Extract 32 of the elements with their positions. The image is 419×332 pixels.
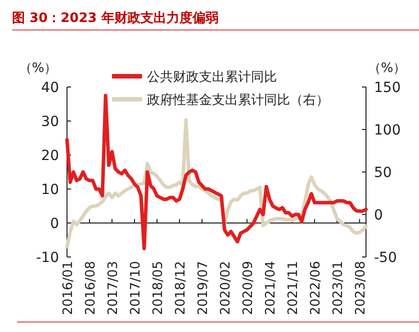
y-tick-label: 20 xyxy=(41,148,59,164)
y2-tick-label: 0 xyxy=(374,208,383,224)
x-tick-label: 2021/11 xyxy=(286,261,302,316)
x-tick-label: 2022/06 xyxy=(308,261,324,316)
y2-tick-label: 50 xyxy=(374,165,392,181)
y2-axis-title: （%） xyxy=(368,61,406,76)
x-tick-label: 2017/10 xyxy=(128,261,144,316)
line-series xyxy=(65,118,368,249)
legend-label: 政府性基金支出累计同比（右） xyxy=(147,92,329,108)
x-tick-label: 2018/05 xyxy=(151,261,166,316)
chart-title: 图 30：2023 年财政支出力度偏弱 xyxy=(12,10,218,26)
y-tick-label: 10 xyxy=(41,182,59,198)
y-tick-label: 40 xyxy=(41,80,59,96)
x-tick-label: 2019/07 xyxy=(196,261,212,316)
x-tick-label: 2020/09 xyxy=(241,261,256,316)
y-tick-label: -10 xyxy=(36,250,59,266)
x-tick-label: 2017/03 xyxy=(106,261,122,316)
y-tick-label: 30 xyxy=(41,114,59,130)
y-tick-label: 0 xyxy=(50,216,59,232)
y2-tick-label: -50 xyxy=(374,250,397,266)
y2-tick-label: 150 xyxy=(374,80,401,96)
x-tick-label: 2023/01 xyxy=(331,261,346,316)
x-tick-label: 2021/04 xyxy=(264,261,279,316)
x-tick-label: 2023/08 xyxy=(354,261,369,316)
y-axis-title: （%） xyxy=(18,61,58,76)
y2-tick-label: 100 xyxy=(374,122,401,138)
line-series xyxy=(65,94,368,250)
x-tick-label: 2020/02 xyxy=(218,261,234,316)
x-tick-label: 2016/01 xyxy=(61,261,76,316)
legend-label: 公共财政支出累计同比 xyxy=(147,70,277,85)
x-tick-label: 2018/12 xyxy=(174,261,189,316)
x-tick-label: 2016/08 xyxy=(84,261,99,316)
